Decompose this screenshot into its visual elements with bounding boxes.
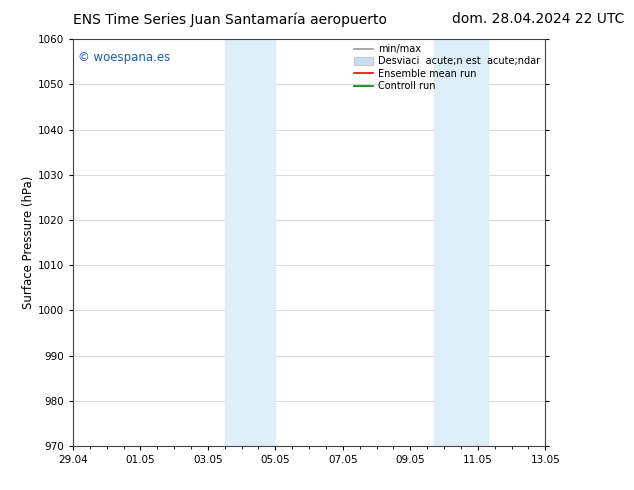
Y-axis label: Surface Pressure (hPa): Surface Pressure (hPa) <box>22 176 35 309</box>
Text: ENS Time Series Juan Santamaría aeropuerto: ENS Time Series Juan Santamaría aeropuer… <box>73 12 387 27</box>
Text: dom. 28.04.2024 22 UTC: dom. 28.04.2024 22 UTC <box>452 12 624 26</box>
Bar <box>434 39 488 446</box>
Bar <box>224 39 275 446</box>
Legend: min/max, Desviaci  acute;n est  acute;ndar, Ensemble mean run, Controll run: min/max, Desviaci acute;n est acute;ndar… <box>352 42 542 93</box>
Text: © woespana.es: © woespana.es <box>77 51 170 64</box>
